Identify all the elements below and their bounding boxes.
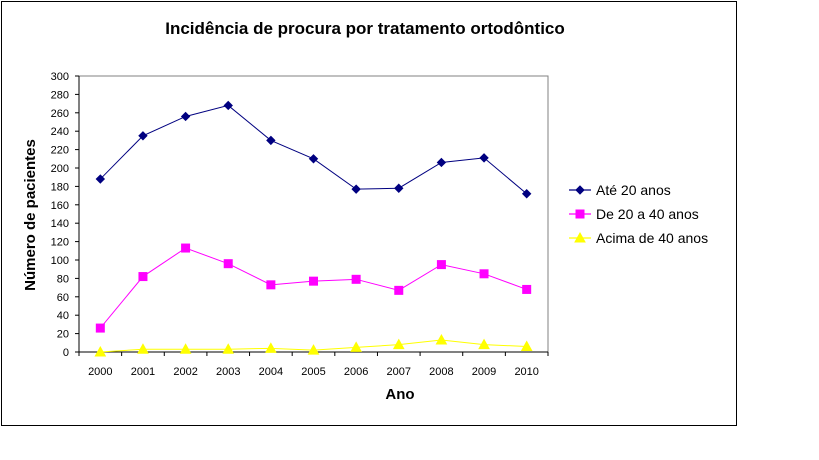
legend-marker <box>575 185 585 195</box>
x-tick-label: 2006 <box>344 366 368 378</box>
x-tick-label: 2010 <box>514 366 538 378</box>
data-point <box>138 131 148 141</box>
legend-item: Acima de 40 anos <box>569 230 708 246</box>
data-point <box>394 285 404 295</box>
data-point <box>265 342 277 353</box>
data-point <box>307 344 320 355</box>
x-tick-label: 2001 <box>131 366 155 378</box>
legend-item: De 20 a 40 anos <box>569 206 699 222</box>
y-tick-label: 60 <box>57 292 69 304</box>
data-point <box>520 340 533 351</box>
y-tick-label: 0 <box>63 347 69 359</box>
data-point <box>309 276 318 286</box>
x-tick-label: 2004 <box>259 366 283 378</box>
data-point <box>266 135 276 146</box>
x-tick-label: 2007 <box>387 366 411 378</box>
data-point <box>138 272 148 282</box>
data-point <box>436 260 446 270</box>
legend: Até 20 anos De 20 a 40 anos Acima de 40 an… <box>569 182 708 246</box>
legend-marker <box>574 231 586 243</box>
y-tick-label: 280 <box>51 89 69 101</box>
legend-item: Até 20 anos <box>569 182 671 198</box>
plot-area <box>78 75 549 353</box>
x-tick-label: 2002 <box>173 366 197 378</box>
data-point <box>351 184 361 194</box>
x-tick-label: 2009 <box>472 366 496 378</box>
data-point <box>222 343 235 354</box>
series-group <box>94 100 533 357</box>
data-point <box>137 343 149 354</box>
chart-title: Incidência de procura por tratamento ort… <box>165 19 565 38</box>
legend-label: De 20 a 40 anos <box>596 206 699 222</box>
data-point <box>95 174 106 184</box>
x-tick-label: 2003 <box>216 366 240 378</box>
data-point <box>522 284 532 294</box>
x-axis-label: Ano <box>385 386 414 403</box>
y-tick-label: 40 <box>57 310 69 322</box>
data-point <box>435 334 448 345</box>
data-point <box>181 243 191 253</box>
data-point <box>394 183 404 193</box>
y-tick-label: 260 <box>51 108 69 120</box>
x-tick-label: 2008 <box>429 366 453 378</box>
y-tick-label: 160 <box>51 200 69 212</box>
y-tick-label: 240 <box>51 126 69 138</box>
y-tick-label: 220 <box>51 145 69 157</box>
legend-label: Até 20 anos <box>596 182 671 198</box>
y-tick-label: 140 <box>51 218 69 230</box>
x-tick-label: 2005 <box>301 366 325 378</box>
data-point <box>436 157 447 168</box>
data-point <box>179 343 192 354</box>
series-1 <box>95 243 532 333</box>
data-point <box>95 323 105 333</box>
y-axis-label: Número de pacientes <box>22 139 39 291</box>
data-point <box>478 338 490 350</box>
data-point <box>351 274 361 284</box>
data-point <box>479 153 489 163</box>
data-point <box>308 154 319 164</box>
y-tick-label: 100 <box>51 255 69 267</box>
y-tick-label: 300 <box>51 71 69 83</box>
y-tick-label: 200 <box>51 163 69 175</box>
y-axis: 0 20 40 60 80 100 120 140 160 180 200 220 240 260 280 3… <box>51 71 80 359</box>
data-point <box>392 338 405 350</box>
data-point <box>223 100 233 111</box>
y-tick-label: 180 <box>51 181 69 193</box>
x-axis: 2000 2001 2002 2003 2004 2005 2006 2007 2008 2009… <box>75 351 549 378</box>
series-0 <box>95 100 532 199</box>
data-point <box>266 280 276 290</box>
data-point <box>521 189 532 199</box>
legend-label: Acima de 40 anos <box>596 230 708 246</box>
y-tick-label: 20 <box>57 329 69 341</box>
series-2 <box>94 334 533 357</box>
data-point <box>350 341 362 352</box>
y-tick-label: 80 <box>57 273 69 285</box>
data-point <box>180 111 191 122</box>
x-tick-label: 2000 <box>88 366 112 378</box>
data-point <box>479 269 489 279</box>
legend-marker <box>575 209 585 219</box>
data-point <box>94 345 107 357</box>
data-point <box>223 259 233 269</box>
y-tick-label: 120 <box>51 237 69 249</box>
